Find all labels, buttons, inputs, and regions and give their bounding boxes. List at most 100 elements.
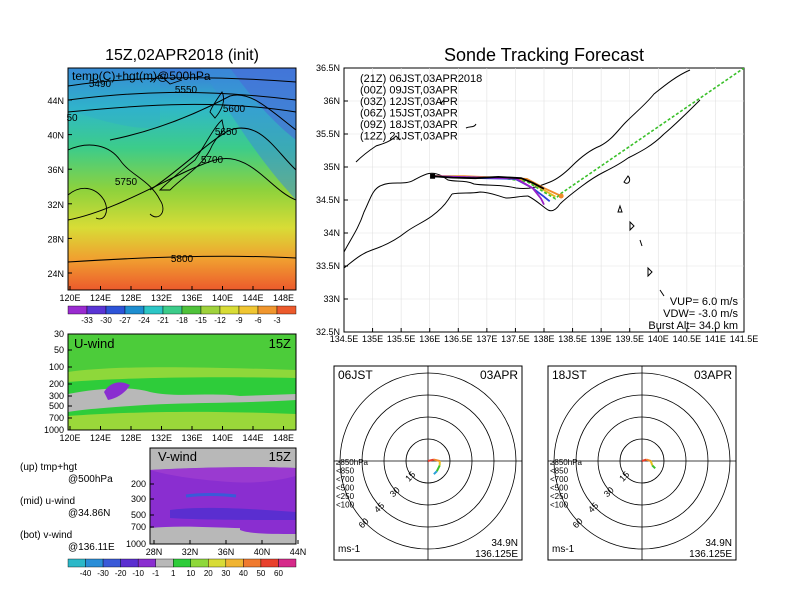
x-tick-label: 136E [181, 293, 202, 303]
colorbar-swatch [124, 305, 145, 315]
contour-label: 50 [66, 113, 78, 124]
v-wind-panel: V-wind 15Z 200 300 500 700 1000 28N 32N 36N 40N… [67, 447, 306, 578]
level-legend: <500 [336, 484, 355, 493]
ring-label: 30 [602, 485, 616, 499]
x-tick-label: 141.5E [730, 334, 759, 344]
temp-colorbar: -33 -30 -27 -24 -21 -18 -15 -12 -9 -6 -3 [67, 305, 297, 325]
hodograph-time: 06JST [338, 368, 373, 382]
colorbar-label: 60 [274, 569, 283, 578]
colorbar-label: 40 [239, 569, 248, 578]
colorbar-swatch [225, 558, 244, 568]
x-tick-label: 137.5E [501, 334, 530, 344]
x-tick-label: 139.5E [615, 334, 644, 344]
range-ring [361, 394, 495, 528]
hodograph-segment [641, 458, 647, 462]
note-line: @136.11E [68, 542, 115, 553]
y-tick-label: 32.5N [316, 327, 340, 337]
note-line: (mid) u-wind [20, 496, 75, 507]
y-tick-label: 200 [131, 479, 146, 489]
colorbar-swatch [190, 558, 209, 568]
ring-label: 15 [403, 469, 417, 483]
map-x-ticks: 134.5E 135E 135.5E 136E 136.5E 137E 137.5E 138E… [330, 328, 759, 344]
level-legend: <700 [550, 475, 569, 484]
launch-site-marker [430, 173, 436, 179]
x-tick-label: 36N [218, 547, 235, 557]
colorbar-swatch [143, 305, 164, 315]
temp-panel-subtitle: temp(C)+hgt(m)@500hPa [72, 69, 211, 83]
u-wind-label: U-wind [74, 336, 114, 351]
y-tick-label: 500 [49, 401, 64, 411]
range-ring [383, 416, 473, 506]
legend-entry: (00Z) 09JST,03APR [360, 85, 458, 97]
colorbar-swatch [137, 558, 156, 568]
hodograph-segment [433, 470, 438, 475]
temp-x-ticks: 120E 124E 128E 132E 136E 140E 144E 148E [59, 286, 294, 303]
x-tick-label: 132E [151, 293, 172, 303]
y-tick-label: 500 [131, 510, 146, 520]
contour-label: 5700 [201, 155, 224, 166]
colorbar-label: -30 [100, 316, 112, 325]
colorbar-label: -3 [273, 316, 281, 325]
y-tick-label: 1000 [126, 539, 146, 549]
y-tick-label: 100 [49, 362, 64, 372]
range-ring [619, 438, 665, 484]
colorbar-label: -40 [80, 569, 92, 578]
hodograph-segment [651, 464, 656, 470]
contour-label: 5550 [175, 85, 198, 96]
x-tick-label: 140E [212, 293, 233, 303]
colorbar-label: -33 [81, 316, 93, 325]
x-tick-label: 120E [59, 433, 80, 443]
ring-label: 15 [617, 469, 631, 483]
x-tick-label: 124E [90, 293, 111, 303]
v-wind-x-ticks: 28N 32N 36N 40N 44N [146, 540, 306, 557]
x-tick-label: 148E [273, 433, 294, 443]
x-tick-label: 139E [591, 334, 612, 344]
x-tick-label: 141E [705, 334, 726, 344]
hodograph-segment [433, 458, 440, 462]
y-tick-label: 24N [47, 269, 64, 279]
y-tick-label: 34N [323, 228, 340, 238]
v-wind-time: 15Z [269, 449, 291, 464]
y-tick-label: 300 [49, 391, 64, 401]
x-tick-label: 148E [273, 293, 294, 303]
tracking-panel: Sonde Tracking Forecast 134.5E 135E 135.5E… [316, 45, 758, 344]
range-ring [575, 394, 709, 528]
ring-label: 30 [388, 485, 402, 499]
v-wind-label: V-wind [158, 449, 197, 464]
level-legend: <250 [336, 492, 355, 501]
hodograph-segment [435, 464, 441, 472]
vdw-label: VDW= -3.0 m/s [663, 308, 738, 320]
level-legend: <700 [336, 475, 355, 484]
colorbar-swatch [105, 305, 126, 315]
x-tick-label: 128E [120, 433, 141, 443]
hodograph-time: 18JST [552, 368, 587, 382]
colorbar-label: -21 [157, 316, 169, 325]
x-tick-label: 140E [648, 334, 669, 344]
level-legend: ≥850hPa [550, 458, 583, 467]
y-tick-label: 34.5N [316, 195, 340, 205]
panel-notes: (up) tmp+hgt@500hPa (mid) u-wind@34.86N (b… [20, 462, 115, 553]
y-tick-label: 36N [47, 165, 64, 175]
hodograph-segment [646, 458, 652, 462]
contour-label: 5650 [215, 127, 238, 138]
colorbar-swatch [257, 305, 278, 315]
y-tick-label: 30 [54, 329, 64, 339]
x-tick-label: 138E [533, 334, 554, 344]
map-grid [344, 68, 744, 332]
burst-altitude-label: Burst Alt= 34.0 km [648, 320, 738, 332]
hodograph-unit: ms-1 [552, 544, 575, 555]
temp-detail [68, 68, 296, 263]
colorbar-label: 30 [221, 569, 230, 578]
temp-y-ticks: 44N 40N 36N 32N 28N 24N [47, 96, 72, 279]
x-tick-label: 136E [419, 334, 440, 344]
landing-marker [558, 193, 564, 199]
colorbar-label: -27 [119, 316, 131, 325]
colorbar-label: -12 [214, 316, 226, 325]
colorbar-label: -9 [235, 316, 243, 325]
y-tick-label: 35N [323, 162, 340, 172]
y-tick-label: 40N [47, 131, 64, 141]
track-lines [430, 68, 744, 205]
colorbar-label: -15 [195, 316, 207, 325]
colorbar-swatch [85, 558, 104, 568]
